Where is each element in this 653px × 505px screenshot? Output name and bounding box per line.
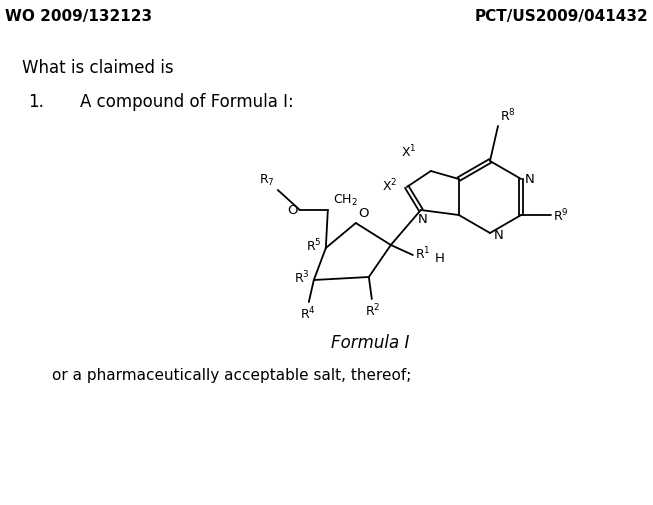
Text: R$^8$: R$^8$ [500,107,516,124]
Text: WO 2009/132123: WO 2009/132123 [5,9,152,24]
Text: X$^2$: X$^2$ [381,177,397,194]
Text: R$^4$: R$^4$ [300,306,315,322]
Text: R$^2$: R$^2$ [365,302,381,319]
Text: R$^3$: R$^3$ [294,269,310,286]
Text: What is claimed is: What is claimed is [22,59,174,77]
Text: O: O [358,207,368,220]
Text: R$^5$: R$^5$ [306,237,322,254]
Text: R$^9$: R$^9$ [553,207,569,224]
Text: H: H [435,251,445,264]
Text: or a pharmaceutically acceptable salt, thereof;: or a pharmaceutically acceptable salt, t… [52,367,411,382]
Text: R$^1$: R$^1$ [415,245,430,262]
Text: N: N [418,213,428,226]
Text: R$_7$: R$_7$ [259,173,275,188]
Text: O: O [287,203,298,216]
Text: PCT/US2009/041432: PCT/US2009/041432 [474,9,648,24]
Text: N: N [525,172,535,185]
Text: 1.: 1. [28,93,44,111]
Text: N: N [494,228,503,241]
Text: Formula I: Formula I [331,333,409,351]
Text: A compound of Formula I:: A compound of Formula I: [80,93,294,111]
Text: CH$_2$: CH$_2$ [333,192,358,208]
Text: X$^1$: X$^1$ [402,143,417,160]
